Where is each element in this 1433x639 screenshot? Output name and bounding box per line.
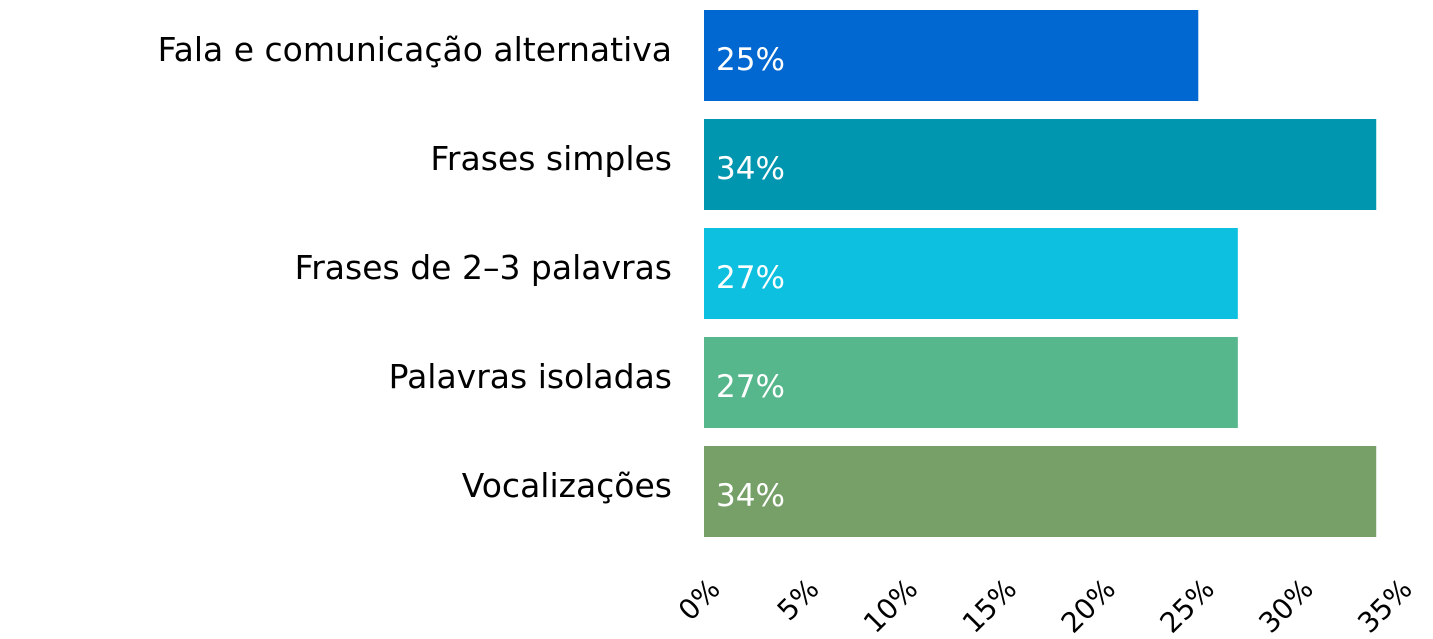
bar bbox=[704, 119, 1377, 210]
x-tick-label: 35% bbox=[1351, 572, 1418, 639]
value-label: 27% bbox=[716, 260, 785, 296]
x-tick-label: 30% bbox=[1252, 572, 1319, 639]
x-tick-label: 15% bbox=[956, 572, 1023, 639]
x-tick-label: 0% bbox=[672, 572, 727, 627]
x-tick-label: 20% bbox=[1055, 572, 1122, 639]
value-label: 34% bbox=[716, 478, 785, 514]
bar bbox=[704, 446, 1377, 537]
bar bbox=[704, 10, 1199, 101]
y-tick-label: Fala e comunicação alternativa bbox=[158, 30, 672, 69]
bar bbox=[704, 337, 1238, 428]
value-label: 25% bbox=[716, 42, 785, 78]
x-tick-label: 5% bbox=[771, 572, 826, 627]
x-tick-label: 10% bbox=[857, 572, 924, 639]
value-label: 27% bbox=[716, 369, 785, 405]
y-tick-label: Frases de 2–3 palavras bbox=[295, 248, 672, 287]
value-label: 34% bbox=[716, 151, 785, 187]
y-tick-label: Vocalizações bbox=[462, 466, 672, 505]
x-tick-label: 25% bbox=[1154, 572, 1221, 639]
bar bbox=[704, 228, 1238, 319]
y-tick-label: Frases simples bbox=[430, 139, 672, 178]
y-tick-label: Palavras isoladas bbox=[389, 357, 672, 396]
